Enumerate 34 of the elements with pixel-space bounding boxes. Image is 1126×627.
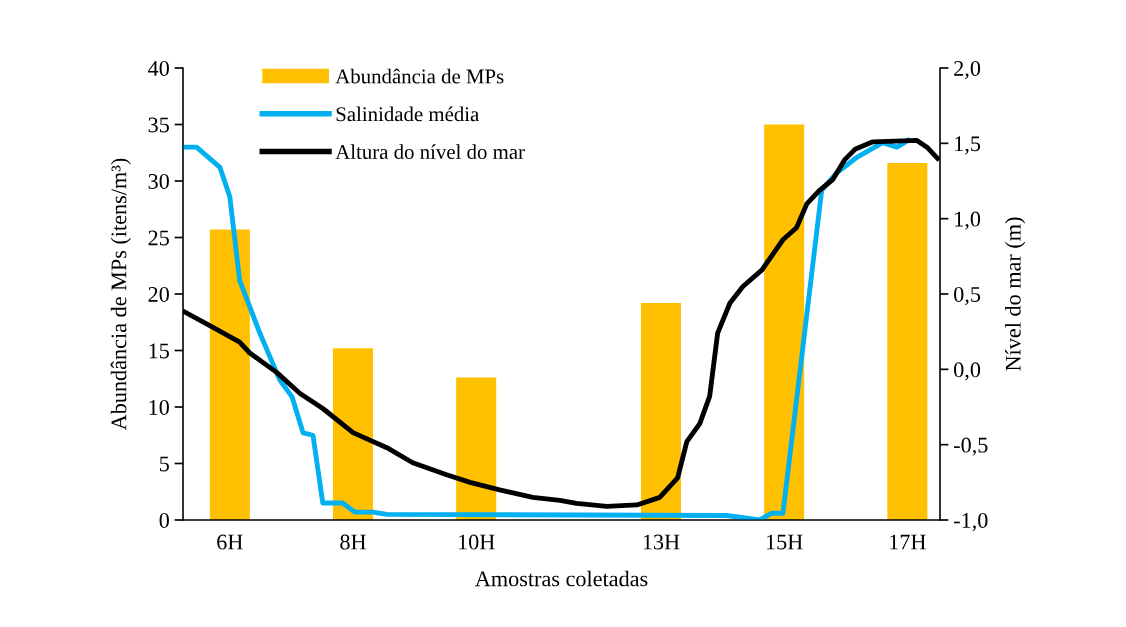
y2-tick-label: -1,0: [954, 512, 988, 532]
bar: [887, 162, 928, 520]
y2-tick-label: 2,0: [954, 60, 981, 80]
y-tick-label: 25: [148, 230, 169, 246]
y2-tick-label: 0,0: [954, 362, 981, 381]
y-tick-label: 5: [159, 456, 169, 472]
x-tick-label: 17H: [890, 534, 926, 550]
legend-label: Altura do nível do mar: [335, 144, 525, 159]
x-tick-label: 6H: [217, 534, 243, 550]
y2-tick-label: 1,0: [955, 211, 981, 230]
x-tick-label: 10H: [459, 534, 495, 550]
y-axis-title: Abundância de MPs (itens/m³): [110, 158, 131, 431]
x-tick-label: 13H: [643, 534, 680, 550]
x-tick-label: 8H: [340, 534, 366, 550]
y-tick-label: 10: [149, 399, 169, 415]
y-tick-label: 30: [148, 173, 169, 189]
y-tick-label: 15: [149, 343, 169, 359]
bar: [640, 303, 681, 520]
bar: [209, 229, 250, 520]
y2-tick-label: -0,5: [954, 437, 988, 456]
bar: [332, 348, 374, 520]
x-axis-title: Amostras coletadas: [475, 570, 648, 587]
y2-tick-label: 0,5: [954, 286, 981, 306]
y-tick-label: 20: [148, 286, 169, 302]
y2-axis-title: Nível do mar (m): [1005, 217, 1026, 371]
x-tick-label: 15H: [766, 534, 803, 550]
legend-label: Abundância de MPs: [335, 68, 504, 84]
y-tick-label: 35: [148, 117, 169, 133]
bar: [764, 124, 805, 520]
bar: [456, 377, 497, 520]
y2-tick-label: 1,5: [955, 136, 981, 155]
legend-label: Salinidade média: [336, 106, 479, 122]
y-tick-label: 0: [159, 512, 169, 528]
y-tick-label: 40: [148, 60, 169, 76]
